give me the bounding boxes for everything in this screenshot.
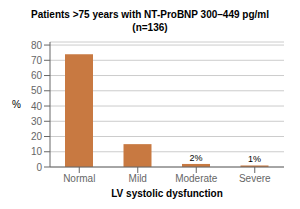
svg-text:70: 70	[31, 55, 43, 66]
svg-text:0: 0	[36, 162, 42, 173]
html-text:Patients >75 years with NT-Pro: Patients >75 years with NT-ProBNP 300–44…	[31, 9, 269, 20]
svg-text:%: %	[12, 99, 21, 110]
svg-text:Moderate: Moderate	[175, 173, 218, 184]
svg-text:LV systolic dysfunction: LV systolic dysfunction	[111, 188, 223, 199]
svg-text:Severe: Severe	[239, 173, 271, 184]
svg-text:50: 50	[31, 85, 43, 96]
svg-text:2%: 2%	[189, 153, 202, 163]
svg-text:20: 20	[31, 131, 43, 142]
svg-text:80: 80	[31, 40, 43, 51]
html-text:(n=136): (n=136)	[132, 22, 168, 33]
svg-text:Normal: Normal	[63, 173, 95, 184]
svg-text:1%: 1%	[248, 154, 261, 164]
svg-text:40: 40	[31, 101, 43, 112]
svg-text:Mild: Mild	[129, 173, 147, 184]
svg-text:10: 10	[31, 146, 43, 157]
svg-text:30: 30	[31, 116, 43, 127]
svg-text:60: 60	[31, 70, 43, 81]
